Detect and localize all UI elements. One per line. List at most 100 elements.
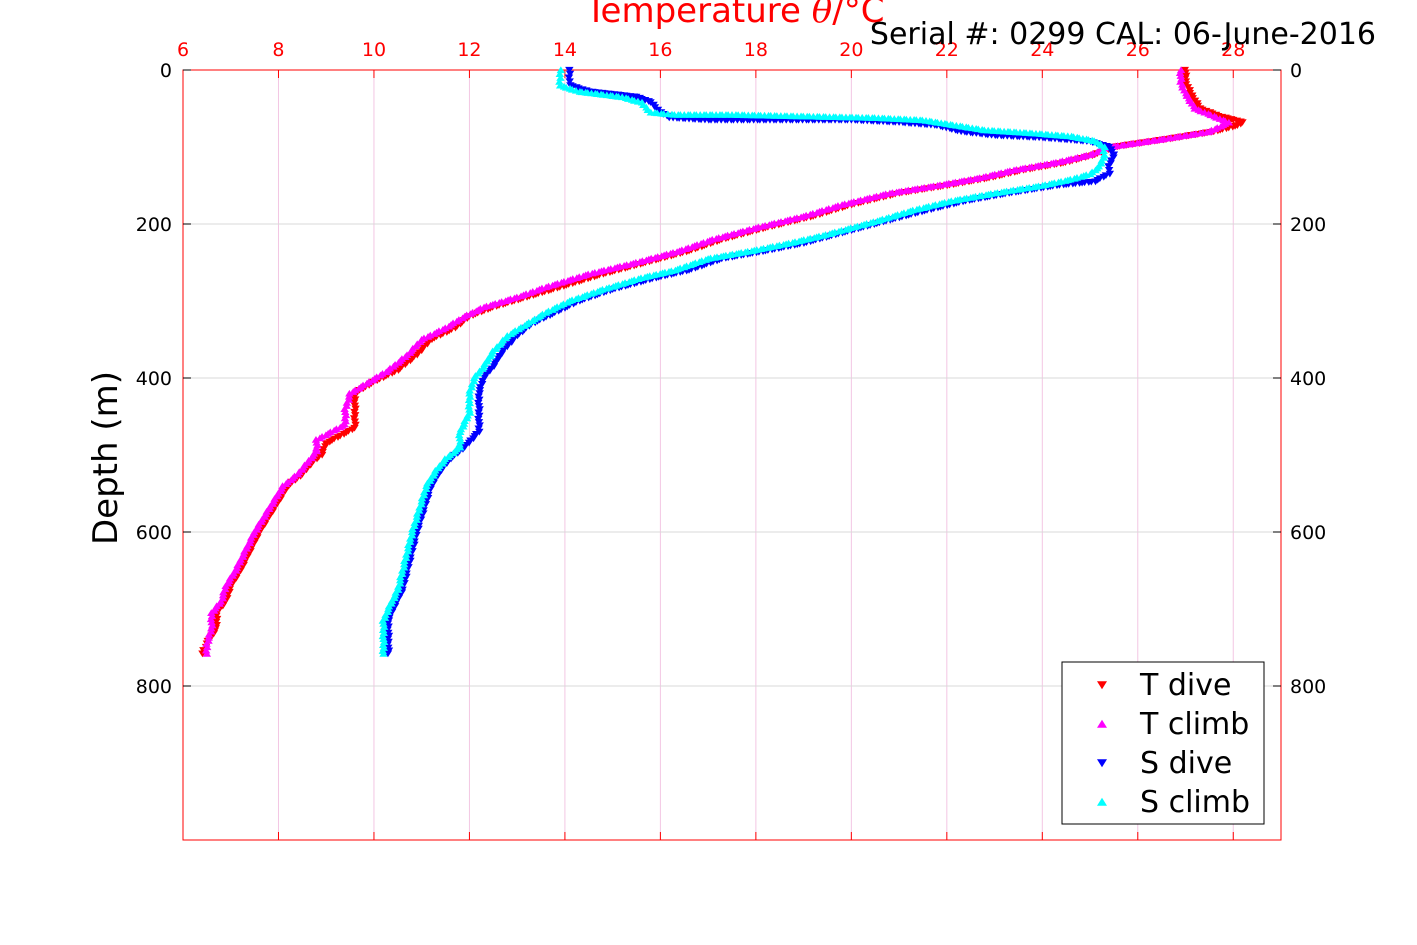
y-tick-label-right: 200 bbox=[1290, 214, 1326, 236]
data-point bbox=[204, 630, 214, 638]
data-point bbox=[470, 374, 479, 382]
x-tick-label: 14 bbox=[553, 39, 577, 61]
data-point bbox=[387, 597, 397, 604]
series-layer bbox=[198, 66, 1247, 658]
data-point bbox=[460, 417, 469, 425]
data-point bbox=[417, 494, 427, 502]
data-point bbox=[384, 602, 394, 610]
serial-calibration-text: Serial #: 0299 CAL: 06-June-2016 bbox=[870, 17, 1376, 52]
data-point bbox=[312, 444, 321, 452]
data-point bbox=[456, 425, 466, 433]
data-point bbox=[408, 525, 417, 533]
data-point bbox=[1100, 151, 1109, 158]
data-point bbox=[381, 611, 390, 618]
data-point bbox=[410, 519, 419, 526]
data-point bbox=[378, 632, 388, 640]
y-axis-label: Depth (m) bbox=[86, 371, 126, 545]
data-point bbox=[206, 615, 216, 623]
legend-label: S climb bbox=[1140, 785, 1250, 820]
data-point bbox=[311, 436, 321, 443]
data-point bbox=[412, 509, 422, 517]
series-t-climb bbox=[201, 66, 1234, 657]
y-tick-label-right: 800 bbox=[1290, 676, 1326, 698]
data-point bbox=[556, 74, 565, 81]
legend-marker bbox=[1097, 719, 1107, 728]
data-point bbox=[465, 405, 474, 413]
y-tick-label-left: 800 bbox=[136, 676, 172, 698]
data-point bbox=[420, 488, 429, 496]
data-point bbox=[404, 541, 413, 548]
data-point bbox=[1184, 94, 1194, 102]
axis-ticks: 6 8 10 12 14 16 18 20 22 24 26 28 0 0 200 200 400 400 600 6… bbox=[136, 39, 1326, 840]
data-point bbox=[454, 431, 464, 439]
data-point bbox=[342, 399, 352, 406]
data-point bbox=[391, 588, 400, 596]
data-point bbox=[384, 605, 393, 613]
x-tick-label: 16 bbox=[648, 39, 672, 61]
legend-label: T dive bbox=[1139, 668, 1231, 703]
data-point bbox=[340, 414, 350, 422]
data-point bbox=[465, 386, 474, 394]
data-point bbox=[1176, 72, 1185, 79]
data-point bbox=[233, 561, 242, 569]
y-tick-label-right: 400 bbox=[1290, 368, 1326, 390]
chart-title-prefix: Temperature bbox=[585, 0, 812, 31]
data-point bbox=[403, 544, 413, 552]
data-point bbox=[467, 380, 477, 388]
legend-item: S climb bbox=[1097, 785, 1250, 820]
y-tick-label-left: 0 bbox=[160, 60, 172, 82]
data-point bbox=[1104, 166, 1114, 174]
data-point bbox=[565, 70, 575, 78]
legend-item: T climb bbox=[1097, 707, 1249, 742]
x-tick-label: 18 bbox=[744, 39, 768, 61]
data-point bbox=[417, 497, 426, 505]
legend-item: S dive bbox=[1097, 746, 1232, 781]
y-tick-label-left: 200 bbox=[136, 214, 172, 236]
data-point bbox=[340, 405, 349, 412]
data-point bbox=[240, 547, 249, 555]
x-tick-label: 26 bbox=[1126, 39, 1150, 61]
data-point bbox=[204, 633, 213, 641]
data-point bbox=[402, 550, 411, 558]
legend-marker bbox=[1097, 681, 1107, 690]
x-tick-label: 20 bbox=[839, 39, 863, 61]
data-point bbox=[406, 534, 415, 542]
legend-item: T dive bbox=[1097, 668, 1231, 703]
series-s-climb bbox=[378, 66, 1109, 657]
x-tick-label: 8 bbox=[272, 39, 284, 61]
data-point bbox=[396, 573, 405, 581]
legend-label: T climb bbox=[1139, 707, 1249, 742]
data-point bbox=[207, 618, 216, 626]
data-point bbox=[379, 650, 388, 657]
x-tick-label: 12 bbox=[457, 39, 481, 61]
data-point bbox=[1097, 156, 1106, 164]
data-point bbox=[555, 70, 564, 77]
data-point bbox=[398, 566, 407, 574]
data-point bbox=[236, 555, 245, 563]
data-point bbox=[312, 438, 321, 446]
data-point bbox=[556, 66, 566, 74]
data-point bbox=[239, 550, 248, 558]
data-point bbox=[1182, 89, 1191, 97]
data-point bbox=[379, 635, 388, 643]
legend-marker bbox=[1097, 797, 1107, 806]
data-point bbox=[407, 528, 417, 536]
y-tick-label-right: 600 bbox=[1290, 522, 1326, 544]
data-point bbox=[1175, 69, 1185, 77]
data-point bbox=[1099, 147, 1108, 154]
data-point bbox=[246, 536, 255, 544]
data-point bbox=[243, 542, 252, 549]
x-tick-label: 22 bbox=[935, 39, 959, 61]
data-point bbox=[390, 591, 400, 599]
data-point bbox=[415, 503, 424, 511]
data-point bbox=[464, 396, 474, 403]
data-point bbox=[221, 582, 230, 590]
data-point bbox=[378, 647, 388, 654]
data-point bbox=[555, 77, 564, 85]
data-point bbox=[564, 74, 574, 82]
data-point bbox=[1104, 163, 1113, 170]
legend-label: S dive bbox=[1140, 746, 1232, 781]
x-tick-label: 6 bbox=[177, 39, 189, 61]
data-point bbox=[207, 609, 216, 616]
